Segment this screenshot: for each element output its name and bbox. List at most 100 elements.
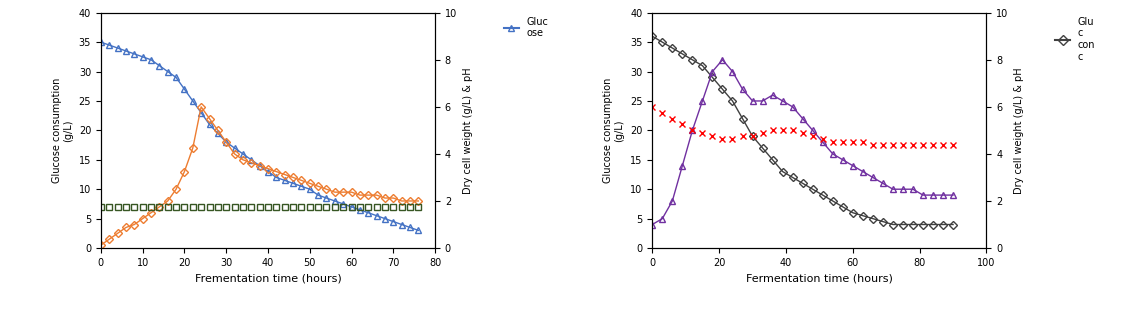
Acid — [94, 205, 108, 209]
Acid — [136, 205, 149, 209]
Glucose — [867, 217, 880, 221]
Acid — [926, 143, 939, 147]
Line: Acid: Acid — [649, 104, 956, 148]
Glucose — [666, 46, 679, 50]
Glucose — [102, 43, 115, 47]
Glucose — [916, 223, 929, 226]
X-axis label: Frementation time (hours): Frementation time (hours) — [195, 273, 342, 283]
Glucose — [128, 52, 141, 56]
Glucose — [203, 122, 216, 126]
Y-axis label: Dry cell weight (g/L) & pH: Dry cell weight (g/L) & pH — [1015, 67, 1023, 194]
Acid — [286, 205, 299, 209]
Glucose — [345, 205, 359, 209]
Acid — [237, 205, 250, 209]
Solvents — [666, 199, 679, 203]
Acid — [270, 205, 284, 209]
Glucose — [178, 87, 192, 91]
Solvents — [319, 187, 333, 191]
Glucose — [253, 164, 267, 168]
Solvents — [378, 196, 391, 200]
Solvents — [395, 199, 408, 203]
Acid — [856, 140, 870, 144]
Acid — [244, 205, 258, 209]
Solvents — [856, 170, 870, 174]
Acid — [169, 205, 183, 209]
Glucose — [211, 131, 224, 135]
Glucose — [856, 214, 870, 218]
Solvents — [816, 140, 830, 144]
Solvents — [220, 140, 233, 144]
Acid — [946, 143, 960, 147]
Line: Acid: Acid — [99, 204, 421, 210]
Glucose — [261, 170, 275, 174]
Line: Glucose: Glucose — [649, 33, 956, 227]
Acid — [877, 143, 890, 147]
Glucose — [926, 223, 939, 226]
Solvents — [786, 105, 799, 109]
Acid — [253, 205, 267, 209]
Solvents — [806, 128, 819, 132]
Acid — [936, 143, 949, 147]
X-axis label: Fermentation time (hours): Fermentation time (hours) — [745, 273, 892, 283]
Acid — [715, 137, 729, 141]
Glucose — [411, 228, 425, 232]
Acid — [867, 143, 880, 147]
Solvents — [387, 196, 400, 200]
Glucose — [328, 199, 342, 203]
Solvents — [178, 170, 192, 174]
Legend: Gluc
ose: Gluc ose — [500, 13, 553, 42]
Acid — [102, 205, 115, 209]
Acid — [676, 122, 689, 126]
Solvents — [119, 225, 132, 229]
Glucose — [244, 158, 258, 162]
Acid — [906, 143, 919, 147]
Glucose — [656, 40, 669, 44]
Solvents — [867, 176, 880, 179]
Y-axis label: Glucose consumption
(g/L): Glucose consumption (g/L) — [603, 78, 624, 183]
Acid — [411, 205, 425, 209]
Glucose — [336, 202, 350, 206]
Acid — [211, 205, 224, 209]
Acid — [887, 143, 900, 147]
Glucose — [186, 99, 200, 103]
Solvents — [896, 187, 909, 191]
Solvents — [253, 164, 267, 168]
Glucose — [94, 40, 108, 44]
Solvents — [136, 217, 149, 221]
Solvents — [278, 173, 291, 176]
Acid — [776, 128, 789, 132]
Glucose — [676, 52, 689, 56]
Solvents — [203, 117, 216, 121]
Glucose — [303, 187, 316, 191]
Acid — [404, 205, 417, 209]
Glucose — [836, 205, 850, 209]
Solvents — [796, 117, 809, 121]
Acid — [145, 205, 158, 209]
Solvents — [361, 193, 374, 197]
Solvents — [846, 164, 860, 168]
Acid — [312, 205, 325, 209]
Solvents — [370, 193, 383, 197]
Solvents — [128, 223, 141, 226]
Solvents — [145, 211, 158, 215]
Acid — [203, 205, 216, 209]
Glucose — [220, 140, 233, 144]
Solvents — [926, 193, 939, 197]
Glucose — [361, 211, 374, 215]
Solvents — [656, 217, 669, 221]
Legend: Glu
c
con
c: Glu c con c — [1051, 13, 1099, 66]
Acid — [278, 205, 291, 209]
Glucose — [735, 117, 749, 121]
Glucose — [946, 223, 960, 226]
Glucose — [319, 196, 333, 200]
Glucose — [136, 55, 149, 59]
Solvents — [696, 99, 710, 103]
Solvents — [715, 58, 729, 62]
Glucose — [161, 70, 175, 73]
Glucose — [378, 217, 391, 221]
Solvents — [411, 199, 425, 203]
Acid — [666, 117, 679, 121]
Glucose — [387, 220, 400, 224]
Acid — [686, 128, 700, 132]
Solvents — [836, 158, 850, 162]
